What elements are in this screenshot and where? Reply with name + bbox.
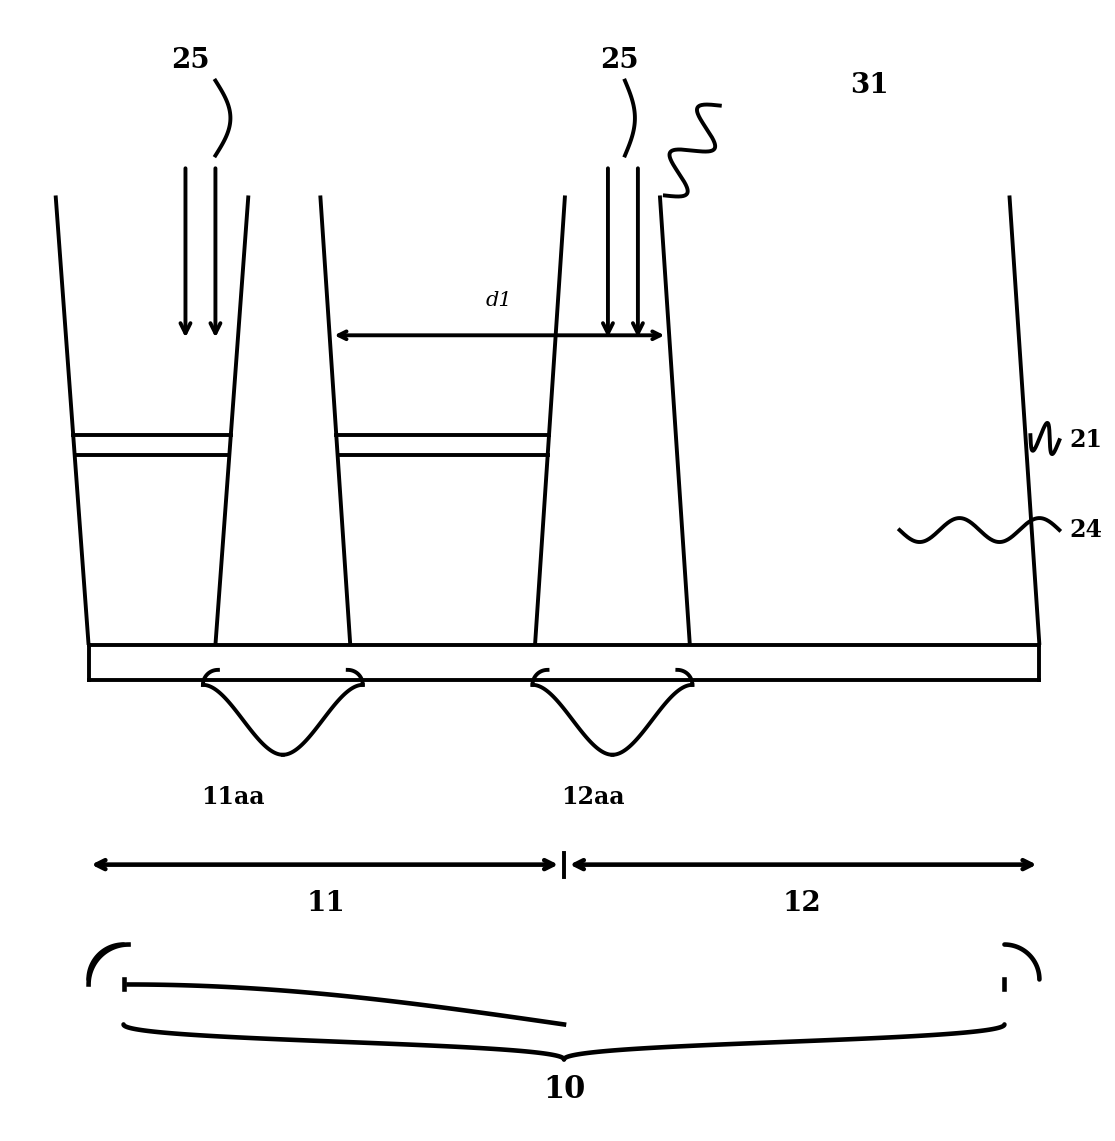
Text: 12: 12 (783, 890, 821, 916)
Text: 11aa: 11aa (201, 785, 264, 809)
Text: d1: d1 (486, 291, 513, 310)
Text: 24: 24 (1069, 518, 1103, 542)
Text: 25: 25 (171, 47, 210, 74)
Text: 21: 21 (1069, 428, 1103, 452)
Text: 10: 10 (543, 1075, 585, 1106)
Text: 12aa: 12aa (561, 785, 624, 809)
Text: 25: 25 (601, 47, 639, 74)
Text: 11: 11 (307, 890, 346, 916)
Text: 31: 31 (851, 72, 889, 99)
